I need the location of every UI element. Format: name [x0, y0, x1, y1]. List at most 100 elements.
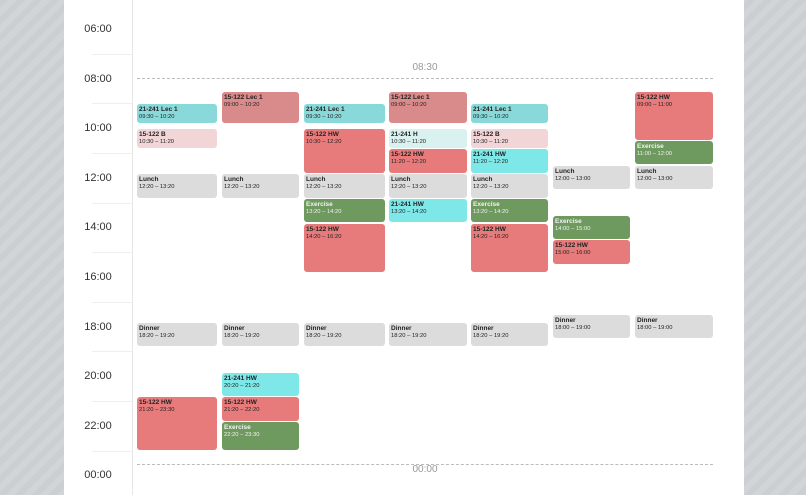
event-time: 09:00 – 11:00	[637, 101, 673, 108]
axis-border	[132, 0, 133, 495]
event: Dinner 18:20 – 19:20	[471, 323, 548, 347]
event-title: 21-241 HW	[391, 201, 424, 209]
time-label: 16:00	[84, 271, 112, 283]
event-title: Dinner	[473, 325, 494, 333]
event-title: 21-241 H	[391, 130, 418, 138]
hour-line	[92, 252, 132, 254]
time-label: 00:00	[84, 469, 112, 482]
event-title: Dinner	[391, 325, 412, 333]
event: Lunch 12:20 – 13:20	[389, 174, 467, 198]
event-title: 15-122 Lec 1	[391, 93, 430, 101]
event-time: 12:20 – 13:20	[391, 184, 427, 191]
event-time: 12:20 – 13:20	[473, 184, 509, 191]
event-time: 15:00 – 16:00	[555, 250, 591, 257]
event-time: 21:20 – 23:30	[139, 407, 175, 414]
event-title: 15-122 B	[473, 130, 500, 138]
event: 15-122 B 10:30 – 11:20	[471, 128, 548, 148]
hour-line	[92, 301, 132, 303]
event-title: 15-122 HW	[555, 242, 588, 250]
event-time: 12:00 – 13:00	[637, 176, 673, 182]
event: Lunch 12:20 – 13:20	[222, 174, 299, 198]
event: Lunch 12:20 – 13:20	[471, 174, 548, 198]
event-time: 09:00 – 10:20	[224, 101, 260, 108]
hour-line	[92, 153, 132, 154]
event-title: Lunch	[391, 176, 411, 184]
event: 15-122 Lec 1 09:00 – 10:20	[222, 91, 299, 124]
event: Dinner 18:00 – 19:00	[635, 314, 713, 339]
event-time: 18:20 – 19:20	[306, 333, 342, 340]
marker-line	[137, 78, 713, 79]
event: Exercise 14:00 – 15:00	[553, 215, 630, 239]
event-title: Lunch	[139, 176, 159, 184]
event-time: 20:20 – 21:20	[224, 382, 260, 389]
event-time: 12:20 – 13:20	[224, 184, 260, 191]
event-time: 14:20 – 16:20	[473, 233, 509, 240]
event-time: 11:20 – 12:20	[391, 159, 427, 166]
event: Exercise 13:20 – 14:20	[304, 199, 385, 223]
event: 21-241 Lec 1 09:30 – 10:20	[137, 104, 217, 124]
event-time: 09:30 – 10:20	[473, 114, 509, 120]
event-time: 10:30 – 11:20	[139, 138, 175, 145]
time-label: 08:00	[84, 72, 112, 85]
time-label: 14:00	[84, 221, 112, 234]
event-title: 15-122 HW	[306, 130, 339, 138]
time-label: 22:00	[84, 419, 112, 432]
event-time: 22:20 – 23:30	[224, 432, 260, 439]
event-title: 15-122 HW	[306, 225, 339, 233]
event-title: 21-241 Lec 1	[306, 106, 345, 113]
event-title: 15-122 HW	[139, 399, 172, 407]
event-title: Exercise	[306, 201, 333, 209]
event-time: 14:20 – 16:20	[306, 233, 342, 240]
event-title: 21-241 Lec 1	[139, 106, 178, 113]
event-title: Dinner	[139, 325, 160, 333]
hour-line	[92, 53, 132, 55]
event: 15-122 HW 14:20 – 16:20	[304, 223, 385, 272]
event: 15-122 HW 11:20 – 12:20	[389, 149, 467, 173]
event-title: Dinner	[306, 325, 327, 333]
event: Dinner 18:20 – 19:20	[304, 323, 385, 347]
event: 21-241 H 10:30 – 11:20	[389, 128, 467, 148]
event: Lunch 12:20 – 13:20	[304, 174, 385, 198]
event: 21-241 HW 20:20 – 21:20	[222, 372, 299, 396]
event-title: 21-241 HW	[224, 374, 257, 382]
hour-line	[92, 450, 132, 452]
event-title: Lunch	[224, 176, 244, 184]
event: Lunch 12:20 – 13:20	[137, 174, 217, 198]
marker-label: 00:00	[412, 464, 438, 475]
event-title: Lunch	[637, 168, 657, 175]
event-time: 12:20 – 13:20	[139, 184, 175, 191]
event-time: 12:00 – 13:00	[555, 176, 591, 182]
event: 21-241 Lec 1 09:30 – 10:20	[471, 104, 548, 124]
event-time: 13:20 – 14:20	[306, 209, 342, 216]
event-title: 21-241 Lec 1	[473, 106, 512, 113]
event-title: 21-241 HW	[473, 151, 506, 159]
event-time: 12:20 – 13:20	[306, 184, 342, 191]
event: Exercise 22:20 – 23:30	[222, 422, 299, 450]
event: 15-122 HW 21:20 – 22:20	[222, 397, 299, 421]
event-time: 09:30 – 10:20	[139, 114, 175, 120]
event-title: 15-122 B	[139, 130, 166, 138]
calendar-panel: 06:00 08:00 10:00 12:00 14:00 16:00 18:00 20:00…	[64, 0, 744, 495]
event-time: 18:20 – 19:20	[473, 333, 509, 340]
marker-label: 08:30	[412, 62, 438, 73]
event: Lunch 12:00 – 13:00	[553, 166, 630, 190]
hour-line	[92, 351, 132, 353]
event-title: Lunch	[473, 176, 493, 184]
event-title: 15-122 HW	[391, 151, 424, 159]
event: 15-122 Lec 1 09:00 – 10:20	[389, 91, 467, 124]
event: 15-122 HW 09:00 – 11:00	[635, 91, 713, 140]
event-time: 10:30 – 11:20	[473, 138, 509, 145]
event-time: 10:30 – 12:20	[306, 138, 342, 145]
time-label: 20:00	[84, 370, 112, 383]
hour-line	[92, 202, 132, 204]
event-time: 18:20 – 19:20	[224, 333, 260, 340]
event: 21-241 Lec 1 09:30 – 10:20	[304, 104, 385, 124]
event: 15-122 B 10:30 – 11:20	[137, 128, 217, 148]
event-time: 11:20 – 12:20	[473, 159, 509, 166]
event-title: Lunch	[306, 176, 326, 184]
event: Exercise 13:20 – 14:20	[471, 199, 548, 223]
event-time: 09:00 – 10:20	[391, 101, 427, 108]
hour-line	[92, 401, 132, 402]
event-title: 15-122 Lec 1	[224, 93, 263, 101]
marker-line	[137, 464, 713, 465]
